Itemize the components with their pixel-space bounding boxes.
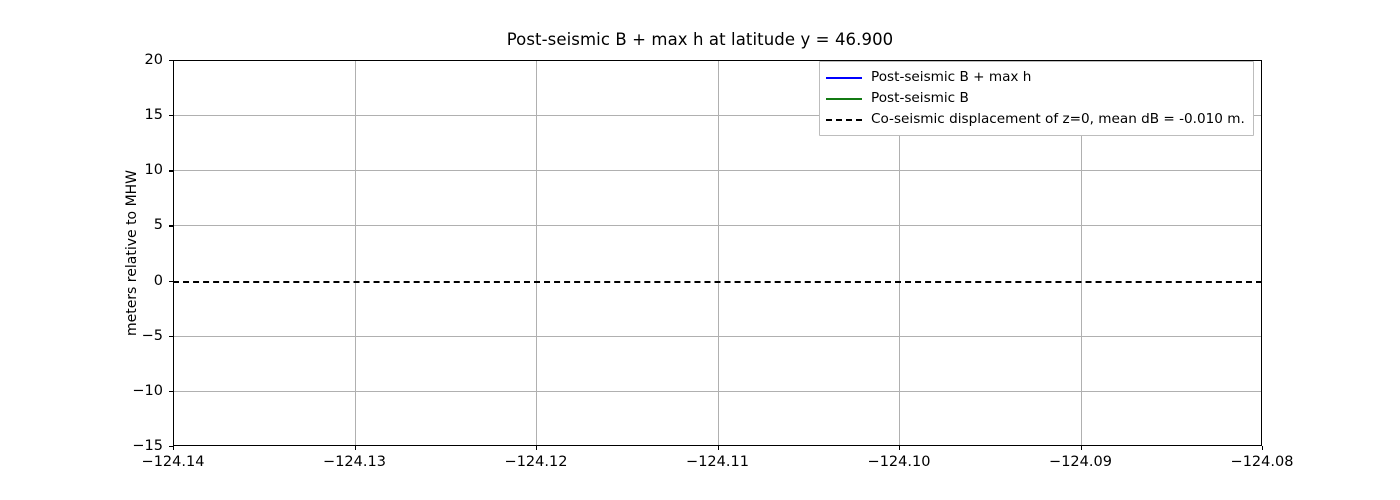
legend-item: Post-seismic B + max h — [826, 67, 1245, 88]
x-tick — [173, 446, 175, 450]
axis-spine-top — [173, 60, 1262, 62]
y-tick-label: 5 — [153, 217, 163, 234]
x-tick — [536, 446, 538, 450]
x-tick — [1262, 446, 1264, 450]
legend-label: Post-seismic B — [871, 90, 969, 106]
y-tick — [169, 60, 173, 62]
y-tick-label: 20 — [144, 52, 163, 68]
x-tick-label: −124.13 — [323, 454, 386, 470]
y-tick-label: −15 — [132, 438, 163, 454]
y-tick — [169, 390, 173, 393]
x-gridline — [536, 60, 537, 446]
y-tick-label: 15 — [144, 107, 163, 124]
plot-area: Post-seismic B + max h Post-seismic B Co… — [132, 52, 1293, 470]
legend-item: Post-seismic B — [826, 88, 1245, 109]
x-tick — [717, 446, 719, 450]
y-gridline — [173, 170, 1262, 172]
axis-spine-bottom — [173, 444, 1262, 446]
y-tick-label: 0 — [153, 272, 163, 289]
legend-swatch-green-line-icon — [826, 93, 862, 105]
chart-legend: Post-seismic B + max h Post-seismic B Co… — [819, 61, 1254, 136]
x-gridline — [354, 60, 356, 446]
y-tick — [169, 170, 173, 172]
x-tick-label: −124.12 — [504, 454, 568, 470]
axis-spine-right — [1260, 60, 1262, 446]
legend-swatch-blue-line-icon — [826, 72, 862, 84]
x-gridline — [717, 60, 719, 446]
y-gridline — [173, 225, 1262, 227]
y-tick — [169, 446, 173, 448]
co-seismic-zero-displacement-line — [173, 280, 1262, 283]
x-tick-label: −124.09 — [1049, 454, 1112, 470]
y-gridline — [173, 335, 1262, 337]
y-tick — [169, 225, 173, 227]
y-tick-label: 10 — [144, 162, 163, 179]
x-gridline — [899, 60, 900, 446]
x-tick — [354, 446, 356, 450]
legend-swatch-dashed-line-icon — [826, 114, 862, 126]
x-tick — [1080, 446, 1082, 450]
y-gridline — [173, 115, 1262, 117]
y-tick — [169, 115, 173, 117]
chart-title: Post-seismic B + max h at latitude y = 4… — [506, 30, 894, 49]
y-tick-label: −5 — [141, 327, 163, 344]
y-tick — [169, 280, 173, 282]
y-gridline — [173, 390, 1262, 392]
legend-label: Co-seismic displacement of z=0, mean dB … — [871, 111, 1245, 127]
x-tick-label: −124.14 — [141, 454, 205, 470]
legend-label: Post-seismic B + max h — [871, 69, 1032, 85]
x-gridline — [1080, 60, 1082, 446]
x-tick-label: −124.11 — [686, 454, 749, 470]
x-tick-label: −124.10 — [867, 454, 931, 470]
x-tick — [899, 446, 901, 450]
y-tick — [169, 335, 173, 337]
axis-spine-left — [173, 60, 175, 446]
legend-item: Co-seismic displacement of z=0, mean dB … — [826, 109, 1245, 130]
x-tick-label: −124.08 — [1230, 454, 1294, 470]
y-tick-label: −10 — [132, 382, 163, 399]
